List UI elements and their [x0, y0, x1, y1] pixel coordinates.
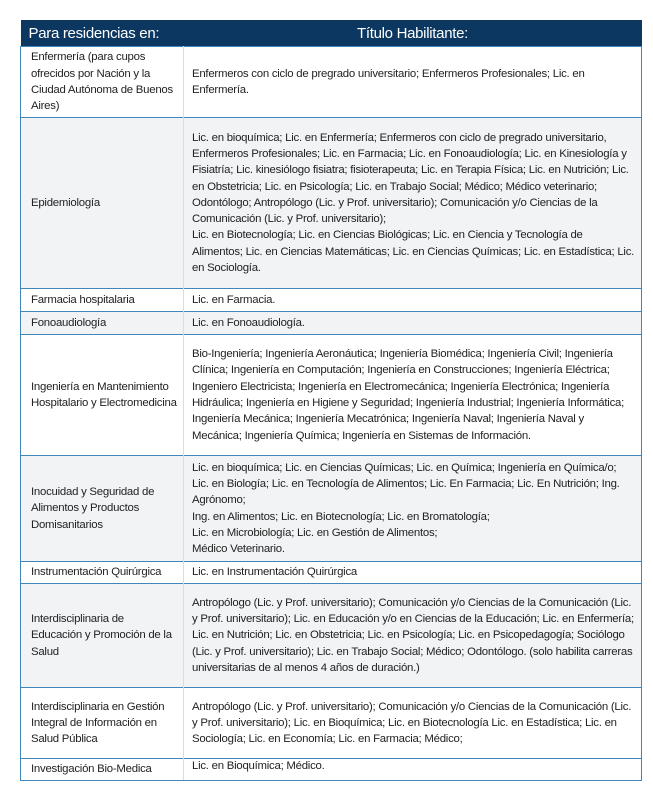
titulo-text: Lic. en Microbiología; Lic. en Gestión d…	[192, 526, 438, 539]
table-row: Ingeniería en Mantenimiento Hospitalario…	[20, 334, 642, 456]
residencia-cell: Fonoaudiología	[20, 311, 184, 335]
titulo-cell: Lic. en Bioquímica; Médico.	[183, 758, 642, 781]
table-row: Fonoaudiología Lic. en Fonoaudiología.	[20, 311, 642, 335]
residencia-cell: Instrumentación Quirúrgica	[20, 561, 184, 584]
titulo-cell: Lic. en Farmacia.	[183, 288, 642, 312]
titulo-text: Lic. en bioquímica; Lic. en Enfermería; …	[192, 131, 629, 226]
titulo-text: Lic. en Biotecnología; Lic. en Ciencias …	[192, 229, 635, 275]
residencia-cell: Epidemiología	[20, 117, 184, 289]
residencia-cell: Farmacia hospitalaria	[20, 288, 184, 312]
table-row: Interdisciplinaria de Educación y Promoc…	[20, 583, 642, 688]
header-residencias: Para residencias en:	[20, 20, 184, 47]
header-titulo: Título Habilitante:	[183, 20, 642, 47]
residencia-cell: Inocuidad y Seguridad de Alimentos y Pro…	[20, 455, 184, 562]
titulo-cell: Lic. en Instrumentación Quirúrgica	[183, 561, 642, 584]
table-row: Instrumentación Quirúrgica Lic. en Instr…	[20, 561, 642, 584]
table-row: Inocuidad y Seguridad de Alimentos y Pro…	[20, 455, 642, 562]
residencia-cell: Enfermería (para cupos ofrecidos por Nac…	[20, 46, 184, 118]
residencia-cell: Ingeniería en Mantenimiento Hospitalario…	[20, 334, 184, 456]
residencia-cell: Interdisciplinaria en Gestión Integral d…	[20, 687, 184, 759]
titulo-cell: Lic. en bioquímica; Lic. en Enfermería; …	[183, 117, 642, 289]
titulo-cell: Enfermeros con ciclo de pregrado univers…	[183, 46, 642, 118]
titulo-text: Médico Veterinario.	[192, 543, 285, 556]
titulo-cell: Antropólogo (Lic. y Prof. universitario)…	[183, 687, 642, 759]
titulo-text: Lic. en bioquímica; Lic. en Ciencias Quí…	[192, 461, 620, 507]
residencias-table: Para residencias en: Título Habilitante:…	[20, 20, 642, 781]
titulo-cell: Lic. en bioquímica; Lic. en Ciencias Quí…	[183, 455, 642, 562]
table-row: Investigación Bio-Medica Lic. en Bioquím…	[20, 758, 642, 781]
residencia-cell: Interdisciplinaria de Educación y Promoc…	[20, 583, 184, 688]
titulo-cell: Lic. en Fonoaudiología.	[183, 311, 642, 335]
table-header: Para residencias en: Título Habilitante:	[20, 20, 642, 47]
table-row: Epidemiología Lic. en bioquímica; Lic. e…	[20, 117, 642, 289]
residencia-cell: Investigación Bio-Medica	[20, 758, 184, 781]
titulo-cell: Antropólogo (Lic. y Prof. universitario)…	[183, 583, 642, 688]
table-row: Interdisciplinaria en Gestión Integral d…	[20, 687, 642, 759]
table-row: Farmacia hospitalaria Lic. en Farmacia.	[20, 288, 642, 312]
titulo-text: Ing. en Alimentos; Lic. en Biotecnología…	[192, 510, 490, 523]
titulo-cell: Bio-Ingeniería; Ingeniería Aeronáutica; …	[183, 334, 642, 456]
table-row: Enfermería (para cupos ofrecidos por Nac…	[20, 46, 642, 118]
